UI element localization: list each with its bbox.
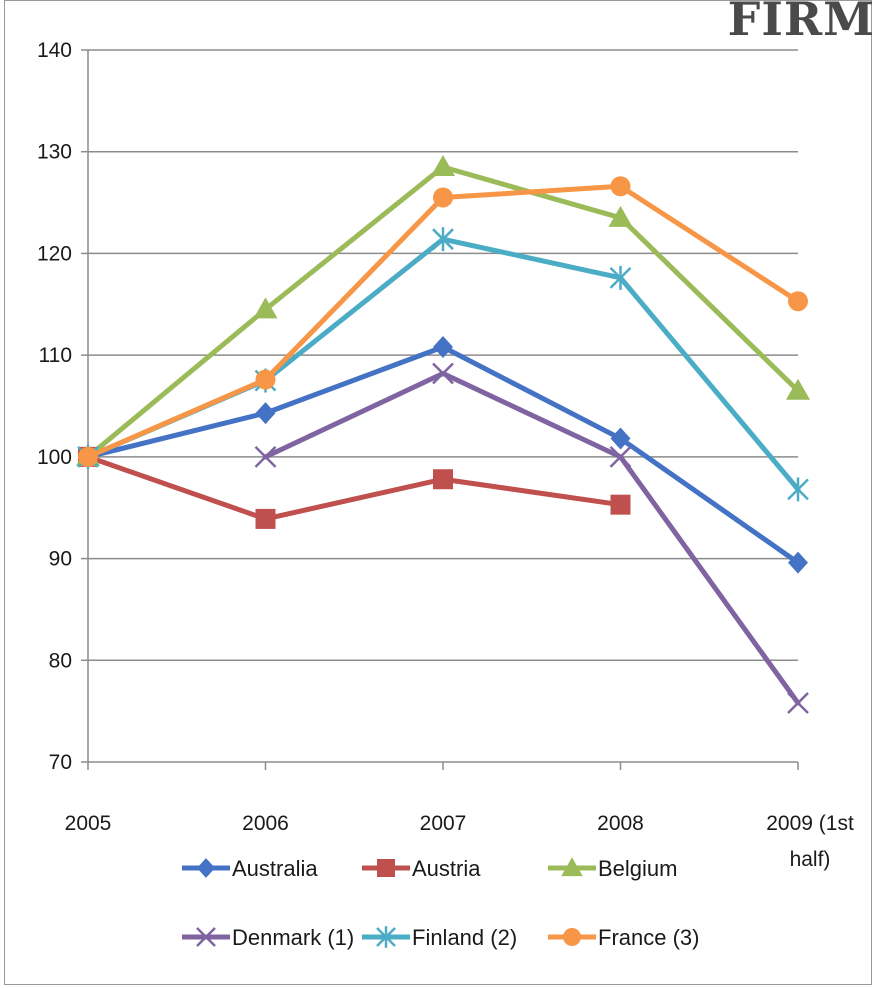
legend-label: Australia	[232, 856, 318, 881]
legend-label: France (3)	[598, 925, 699, 950]
y-tick-label: 70	[49, 751, 72, 774]
legend-item-austria: Austria	[362, 856, 481, 881]
y-tick-label: 110	[39, 344, 72, 367]
x-tick-label: 2007	[420, 812, 467, 835]
legend-swatch-marker	[376, 926, 396, 948]
data-point-finland-2	[787, 477, 809, 502]
data-point-denmark-1-stroke	[432, 362, 454, 385]
data-point-denmark-1	[432, 362, 454, 385]
legend-swatch-marker	[197, 858, 215, 878]
data-point-australia	[788, 551, 808, 574]
y-tick-label: 120	[37, 242, 72, 265]
data-point-denmark-1	[254, 445, 277, 468]
data-point-france-3	[610, 176, 631, 197]
data-point-belgium	[608, 205, 633, 227]
data-point-denmark-1	[609, 445, 632, 468]
gridlines	[88, 49, 798, 662]
legend-label: Finland (2)	[412, 925, 517, 950]
legend-label: Belgium	[598, 856, 677, 881]
series-line-austria	[85, 454, 623, 522]
series-lines	[76, 154, 810, 714]
data-point-denmark-1	[787, 692, 809, 714]
data-point-australia	[610, 427, 631, 450]
x-tick-label: 2008	[597, 812, 644, 835]
series-line-australia	[85, 344, 801, 566]
x-tick-label: 2009 (1st	[766, 812, 854, 835]
legend-swatch-marker-stroke	[196, 927, 216, 947]
legend-label: Denmark (1)	[232, 925, 354, 950]
series-line-finland-2	[85, 236, 801, 492]
data-point-austria	[433, 469, 453, 490]
data-point-france-3	[788, 291, 808, 312]
y-tick-label: 90	[49, 548, 72, 571]
legend: Australia Austria Belgium Denmark (1) Finlan…	[182, 856, 699, 950]
x-tick-label: 2006	[242, 812, 289, 835]
series-line-france-3	[85, 183, 801, 460]
data-point-denmark-1-stroke	[787, 692, 809, 714]
legend-item-denmark-1: Denmark (1)	[182, 925, 354, 950]
data-point-austria	[610, 494, 631, 515]
data-point-denmark-1-stroke	[254, 445, 277, 468]
data-point-belgium	[786, 378, 810, 400]
legend-swatch-marker	[196, 927, 216, 947]
y-tick-label: 140	[37, 39, 72, 62]
y-tick-label: 80	[49, 649, 72, 672]
y-tick-label: 130	[37, 141, 72, 164]
data-point-france-3	[78, 446, 98, 467]
legend-swatch-marker	[563, 928, 581, 946]
data-point-austria	[255, 508, 276, 529]
data-point-france-3	[433, 187, 453, 208]
data-point-finland-2	[609, 265, 632, 290]
legend-swatch-marker	[377, 859, 395, 877]
data-point-belgium	[431, 154, 455, 176]
legend-swatch-marker	[561, 857, 583, 877]
data-point-australia	[255, 402, 276, 425]
series-line-denmark-1	[263, 370, 801, 706]
y-tick-label: 100	[37, 446, 72, 469]
data-point-denmark-1-stroke	[609, 445, 632, 468]
corner-title: FIRM	[727, 0, 875, 46]
data-point-australia	[433, 336, 453, 359]
legend-item-france-3: France (3)	[548, 925, 699, 950]
legend-item-finland-2: Finland (2)	[362, 925, 517, 950]
x-tick-label: half)	[790, 848, 831, 871]
x-tick-label: 2005	[65, 812, 112, 835]
data-point-belgium	[253, 297, 278, 319]
legend-item-belgium: Belgium	[548, 856, 677, 881]
data-point-france-3	[255, 369, 276, 390]
data-point-finland-2	[432, 227, 454, 252]
legend-item-australia: Australia	[182, 856, 318, 881]
legend-label: Austria	[412, 856, 481, 881]
